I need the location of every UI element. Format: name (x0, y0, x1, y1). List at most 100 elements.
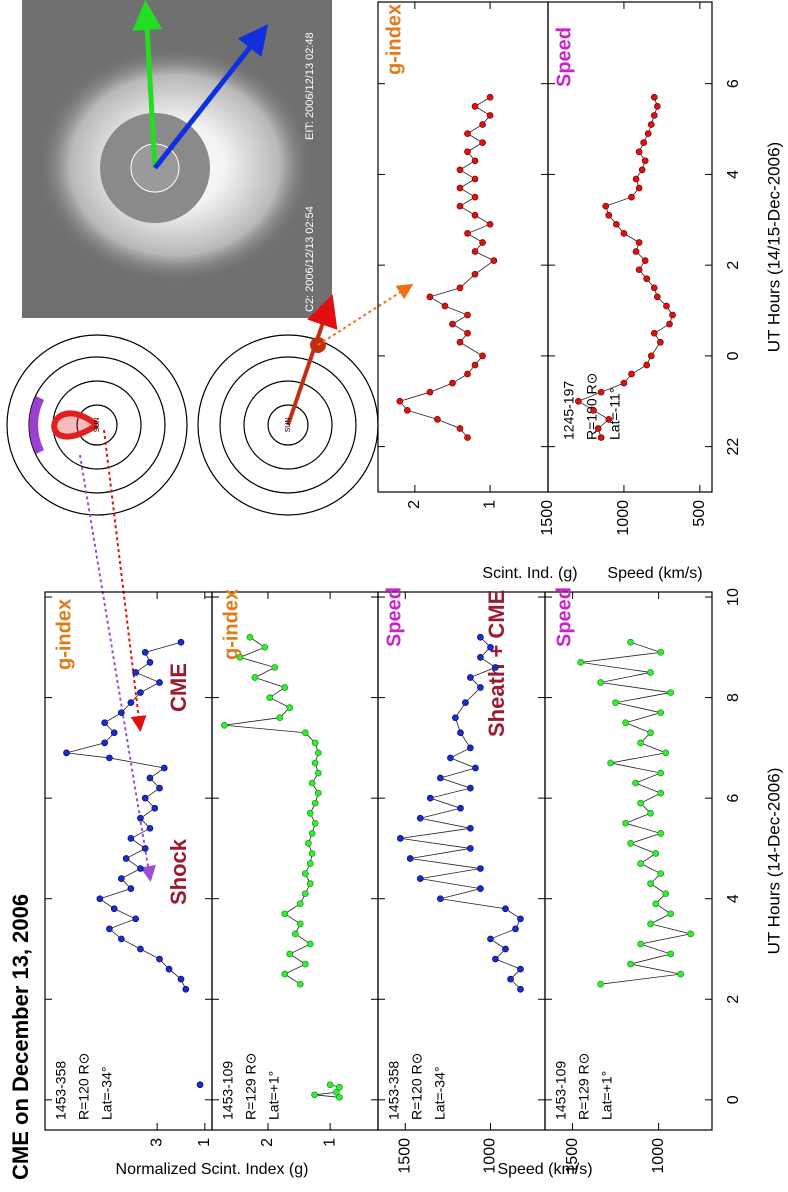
plot-frame (377, 591, 546, 1131)
data-point (177, 975, 185, 983)
data-point (464, 148, 471, 156)
x-axis-label: UT Hours (14/15-Dec-2006) (764, 142, 783, 352)
data-point (637, 940, 644, 948)
data-point (657, 829, 665, 837)
data-point (479, 352, 486, 360)
annotation: Speed (553, 27, 575, 87)
data-point (426, 794, 434, 802)
blue-arrow (153, 24, 269, 170)
data-point (151, 804, 159, 812)
data-point (101, 719, 108, 727)
data-point (96, 895, 104, 903)
data-point (627, 638, 634, 646)
annotation: g-index (53, 599, 75, 670)
data-point (449, 379, 456, 387)
data-point (276, 714, 284, 722)
data-point (117, 935, 125, 943)
data-point (486, 220, 494, 228)
data-point (479, 121, 486, 128)
data-point (640, 139, 648, 146)
x-tick-label: 4 (725, 170, 742, 179)
data-point (652, 900, 660, 908)
data-point (308, 779, 316, 787)
y-tick-label: 1 (481, 500, 498, 509)
data-point (464, 370, 471, 378)
pointer-arrow (103, 429, 147, 732)
data-point (627, 960, 634, 968)
x-tick-label: 4 (725, 894, 742, 903)
y-tick-label: 1000 (615, 500, 632, 536)
data-point (471, 361, 479, 369)
data-point (177, 638, 185, 646)
data-point (487, 643, 494, 651)
figure-title: CME on December 13, 2006 (8, 894, 33, 1180)
data-point (502, 905, 509, 913)
data-point (477, 865, 484, 872)
data-point (477, 633, 484, 641)
x-tick-label: 10 (725, 588, 742, 606)
data-point (635, 184, 643, 192)
data-point (477, 654, 484, 661)
data-point (196, 1081, 204, 1089)
series-line (400, 636, 522, 990)
data-point (597, 980, 604, 988)
pointer-arrow (79, 454, 156, 882)
data-point (620, 379, 628, 387)
data-point (605, 211, 613, 219)
data-point (650, 284, 658, 292)
data-point (612, 699, 619, 706)
x-tick-label: 22 (725, 438, 742, 456)
data-point (426, 293, 434, 301)
data-point (647, 809, 654, 817)
data-point (464, 329, 471, 337)
data-point (464, 311, 471, 319)
info-text: 1453-109 (220, 1061, 236, 1120)
data-point (456, 166, 464, 174)
info-text: Lat=+1° (599, 1071, 615, 1120)
info-text: 1453-109 (553, 1061, 569, 1120)
data-point (308, 829, 316, 837)
data-point (456, 425, 464, 432)
y-axis-label: Speed (km/s) (497, 1161, 592, 1178)
data-point (607, 759, 614, 767)
data-point (127, 699, 135, 706)
y-tick-label: 3 (148, 1138, 165, 1147)
data-point (643, 361, 651, 369)
data-point (467, 784, 474, 792)
data-point (486, 112, 494, 119)
data-point (471, 157, 479, 165)
data-point (117, 875, 125, 882)
data-point (110, 905, 118, 913)
data-point (141, 845, 149, 852)
data-point (456, 284, 464, 292)
data-point (314, 749, 322, 757)
y-tick-label: 1500 (539, 500, 556, 536)
data-point (146, 774, 154, 782)
data-point (101, 739, 108, 747)
x-tick-label: 2 (725, 995, 742, 1004)
data-point (507, 975, 514, 983)
data-point (308, 850, 316, 857)
data-point (644, 130, 652, 137)
data-point (641, 257, 649, 264)
data-point (311, 819, 319, 827)
data-point (311, 739, 319, 747)
data-point (456, 338, 464, 346)
data-point (156, 679, 163, 686)
data-point (251, 674, 259, 681)
data-point (657, 789, 665, 797)
y-tick-label: 500 (691, 500, 708, 527)
data-point (638, 166, 646, 174)
data-point (403, 406, 411, 414)
data-point (471, 175, 479, 183)
data-point (281, 970, 289, 978)
shock-arc (29, 395, 45, 455)
data-point (301, 729, 309, 737)
data-point (575, 397, 582, 405)
data-point (286, 950, 294, 958)
data-point (106, 925, 113, 933)
data-point (449, 320, 456, 328)
info-text: Lat=-11° (607, 388, 623, 440)
data-point (635, 148, 643, 156)
data-point (314, 769, 322, 777)
